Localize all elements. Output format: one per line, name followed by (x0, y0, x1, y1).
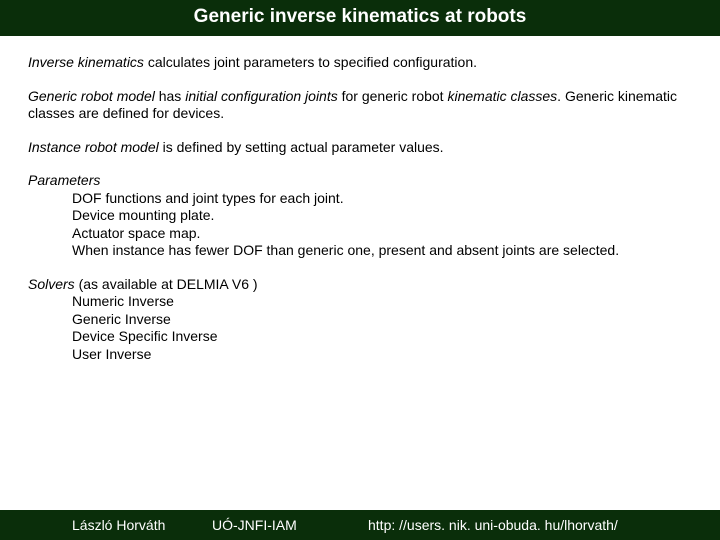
slide-content: Inverse kinematics calculates joint para… (0, 36, 720, 363)
term-initial-config: initial configuration joints (185, 88, 338, 104)
solver-line-4: User Inverse (72, 346, 692, 364)
solvers-label: Solvers (28, 276, 75, 292)
footer-org: UÓ-JNFI-IAM (212, 517, 368, 533)
solvers-suffix: (as available at DELMIA V6 ) (75, 276, 258, 292)
solvers-list: Numeric Inverse Generic Inverse Device S… (28, 293, 692, 363)
solvers-heading: Solvers (as available at DELMIA V6 ) (28, 276, 692, 294)
parameters-list: DOF functions and joint types for each j… (28, 190, 692, 260)
text: for generic robot (338, 88, 448, 104)
paragraph-instance-model: Instance robot model is defined by setti… (28, 139, 692, 157)
paragraph-inverse-kinematics: Inverse kinematics calculates joint para… (28, 54, 692, 72)
solver-line-3: Device Specific Inverse (72, 328, 692, 346)
param-line-1: DOF functions and joint types for each j… (72, 190, 692, 208)
paragraph-generic-model: Generic robot model has initial configur… (28, 88, 692, 123)
text: calculates joint parameters to specified… (144, 54, 477, 70)
term-inverse-kinematics: Inverse kinematics (28, 54, 144, 70)
text: is defined by setting actual parameter v… (159, 139, 444, 155)
solver-line-1: Numeric Inverse (72, 293, 692, 311)
term-kinematic-classes: kinematic classes (447, 88, 557, 104)
slide-header: Generic inverse kinematics at robots (0, 0, 720, 36)
term-instance-robot-model: Instance robot model (28, 139, 159, 155)
term-generic-robot-model: Generic robot model (28, 88, 155, 104)
footer-author: László Horváth (0, 517, 212, 533)
solver-line-2: Generic Inverse (72, 311, 692, 329)
param-line-2: Device mounting plate. (72, 207, 692, 225)
slide-title: Generic inverse kinematics at robots (194, 6, 527, 27)
solvers-block: Solvers (as available at DELMIA V6 ) Num… (28, 276, 692, 364)
param-line-4: When instance has fewer DOF than generic… (72, 242, 692, 260)
parameters-label: Parameters (28, 172, 692, 190)
text: has (155, 88, 185, 104)
slide-footer: László Horváth UÓ-JNFI-IAM http: //users… (0, 510, 720, 540)
footer-url: http: //users. nik. uni-obuda. hu/lhorva… (368, 517, 720, 533)
param-line-3: Actuator space map. (72, 225, 692, 243)
parameters-block: Parameters DOF functions and joint types… (28, 172, 692, 260)
